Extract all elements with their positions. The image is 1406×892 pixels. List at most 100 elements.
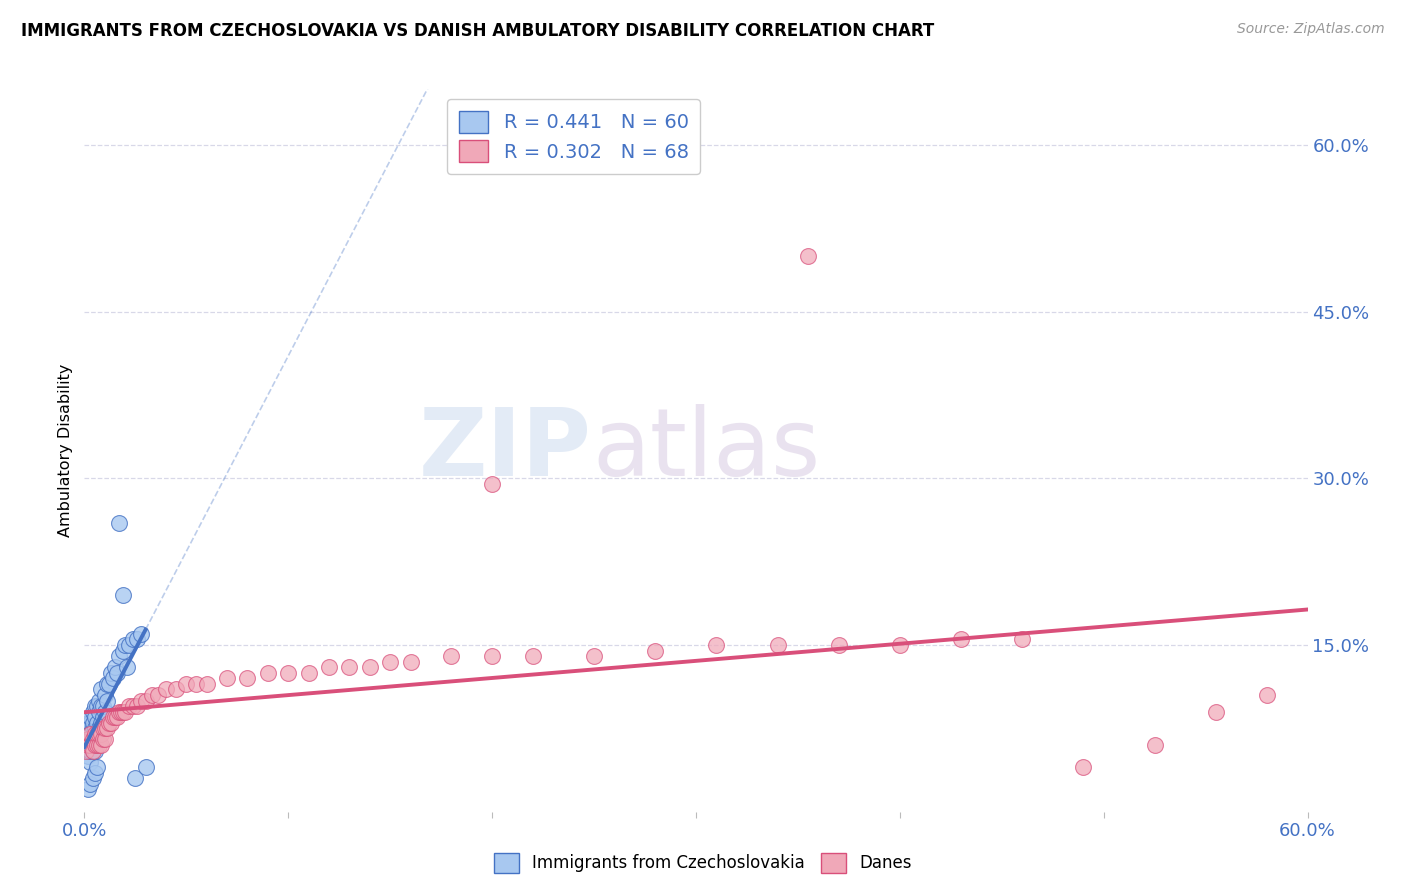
Point bbox=[75, 727, 97, 741]
Text: atlas: atlas bbox=[592, 404, 820, 497]
Point bbox=[96, 677, 118, 691]
Point bbox=[131, 627, 153, 641]
Point bbox=[131, 693, 153, 707]
Point bbox=[100, 665, 122, 680]
Text: ZIP: ZIP bbox=[419, 404, 592, 497]
Point bbox=[1205, 705, 1227, 719]
Point bbox=[359, 660, 381, 674]
Point bbox=[79, 738, 101, 752]
Point bbox=[90, 727, 112, 741]
Point bbox=[127, 632, 149, 647]
Point bbox=[174, 677, 197, 691]
Point bbox=[257, 665, 280, 680]
Point bbox=[79, 715, 101, 730]
Point bbox=[93, 732, 115, 747]
Point bbox=[644, 643, 666, 657]
Point bbox=[77, 715, 100, 730]
Point bbox=[75, 743, 97, 757]
Point bbox=[86, 727, 108, 741]
Point bbox=[91, 699, 114, 714]
Point bbox=[165, 682, 187, 697]
Point bbox=[90, 715, 112, 730]
Text: IMMIGRANTS FROM CZECHOSLOVAKIA VS DANISH AMBULATORY DISABILITY CORRELATION CHART: IMMIGRANTS FROM CZECHOSLOVAKIA VS DANISH… bbox=[21, 22, 935, 40]
Point bbox=[118, 638, 141, 652]
Point bbox=[90, 682, 112, 697]
Point bbox=[766, 638, 789, 652]
Point bbox=[83, 710, 105, 724]
Point bbox=[122, 632, 145, 647]
Point bbox=[135, 760, 157, 774]
Point bbox=[93, 722, 115, 736]
Point bbox=[101, 671, 124, 685]
Point bbox=[318, 660, 340, 674]
Point bbox=[706, 638, 728, 652]
Point bbox=[797, 249, 820, 263]
Point bbox=[104, 660, 127, 674]
Point bbox=[83, 722, 105, 736]
Point bbox=[146, 688, 169, 702]
Point bbox=[440, 649, 463, 664]
Point bbox=[110, 705, 132, 719]
Point bbox=[93, 688, 115, 702]
Point bbox=[105, 665, 128, 680]
Point bbox=[399, 655, 422, 669]
Point bbox=[195, 677, 218, 691]
Point bbox=[77, 782, 100, 797]
Point bbox=[87, 722, 110, 736]
Point bbox=[97, 715, 120, 730]
Point bbox=[79, 710, 101, 724]
Point bbox=[481, 649, 503, 664]
Point bbox=[77, 738, 100, 752]
Point bbox=[522, 649, 544, 664]
Y-axis label: Ambulatory Disability: Ambulatory Disability bbox=[58, 364, 73, 537]
Point bbox=[86, 738, 108, 752]
Point bbox=[112, 588, 135, 602]
Point bbox=[77, 727, 100, 741]
Point bbox=[82, 715, 104, 730]
Point bbox=[112, 643, 135, 657]
Point bbox=[83, 743, 105, 757]
Point bbox=[83, 765, 105, 780]
Point bbox=[828, 638, 851, 652]
Point bbox=[155, 682, 177, 697]
Point bbox=[108, 516, 131, 530]
Point bbox=[83, 732, 105, 747]
Point bbox=[79, 755, 101, 769]
Point bbox=[583, 649, 606, 664]
Point bbox=[108, 705, 131, 719]
Point bbox=[114, 638, 136, 652]
Point bbox=[1011, 632, 1033, 647]
Point bbox=[112, 705, 135, 719]
Text: Source: ZipAtlas.com: Source: ZipAtlas.com bbox=[1237, 22, 1385, 37]
Point bbox=[79, 732, 101, 747]
Point bbox=[114, 705, 136, 719]
Point bbox=[83, 727, 105, 741]
Point bbox=[77, 738, 100, 752]
Legend: Immigrants from Czechoslovakia, Danes: Immigrants from Czechoslovakia, Danes bbox=[486, 847, 920, 880]
Point bbox=[79, 777, 101, 791]
Point bbox=[79, 722, 101, 736]
Point bbox=[115, 660, 138, 674]
Point bbox=[108, 649, 131, 664]
Point bbox=[96, 693, 118, 707]
Point bbox=[77, 732, 100, 747]
Point bbox=[79, 743, 101, 757]
Point bbox=[96, 722, 118, 736]
Point bbox=[124, 772, 146, 786]
Point bbox=[91, 710, 114, 724]
Point bbox=[1143, 738, 1166, 752]
Point bbox=[481, 476, 503, 491]
Point bbox=[118, 699, 141, 714]
Point bbox=[101, 710, 124, 724]
Point bbox=[127, 699, 149, 714]
Point bbox=[79, 727, 101, 741]
Point bbox=[77, 749, 100, 764]
Point bbox=[104, 710, 127, 724]
Point bbox=[186, 677, 208, 691]
Legend: R = 0.441   N = 60, R = 0.302   N = 68: R = 0.441 N = 60, R = 0.302 N = 68 bbox=[447, 99, 700, 174]
Point bbox=[75, 743, 97, 757]
Point bbox=[79, 738, 101, 752]
Point bbox=[97, 677, 120, 691]
Point bbox=[82, 705, 104, 719]
Point bbox=[339, 660, 361, 674]
